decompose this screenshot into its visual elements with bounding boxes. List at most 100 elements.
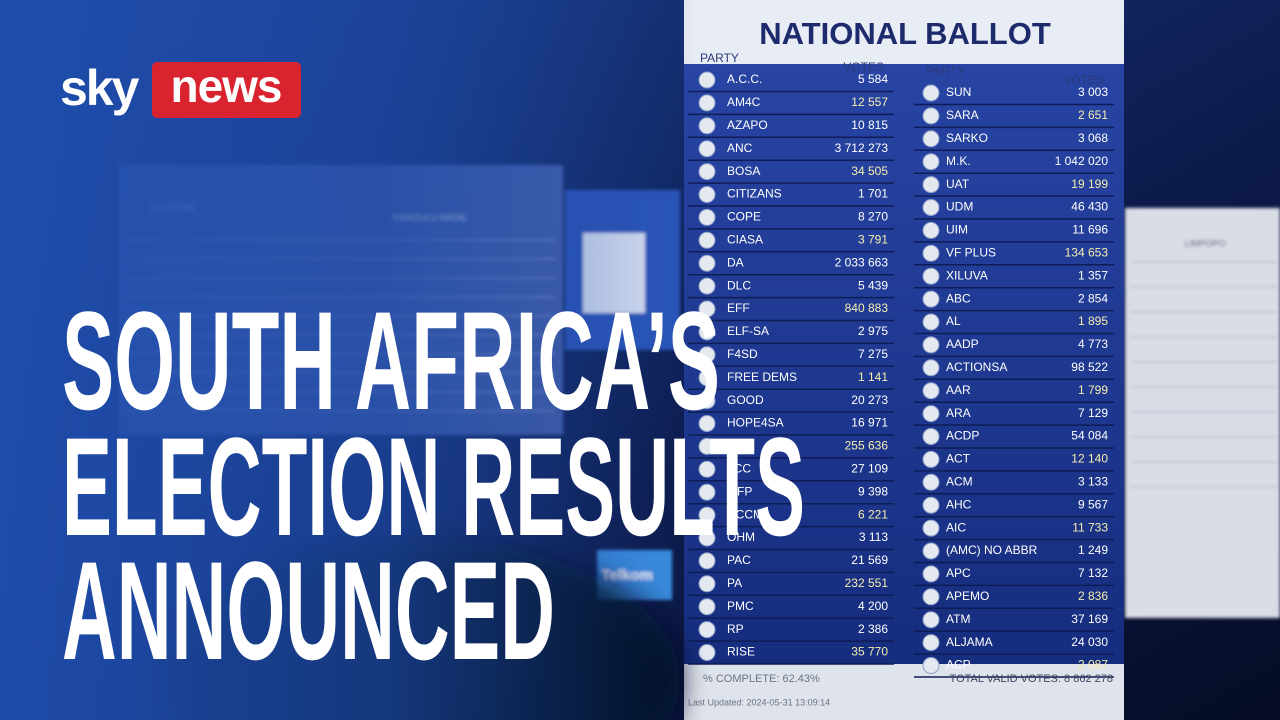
party-name: ACTIONSA	[946, 360, 1007, 374]
votes-header: VOTES	[1063, 73, 1104, 87]
party-icon	[922, 84, 940, 102]
party-name: ACT	[946, 452, 971, 466]
party-name: ABC	[946, 291, 971, 305]
party-icon	[698, 186, 716, 203]
party-name: CITIZANS	[727, 187, 782, 201]
total-votes: TOTAL VALID VOTES: 8 862 278	[950, 673, 1113, 685]
party-icon	[922, 290, 940, 308]
party-votes: 255 636	[845, 439, 889, 453]
percent-complete: % COMPLETE: 62.43%	[703, 673, 820, 685]
party-votes: 3 133	[1078, 474, 1108, 488]
party-votes: 2 033 663	[835, 255, 889, 269]
party-name: UDM	[946, 200, 973, 214]
logo-news: news	[170, 60, 281, 112]
party-icon	[922, 267, 940, 285]
party-votes: 3 113	[859, 530, 888, 544]
board-footer	[684, 664, 1124, 720]
party-icon	[922, 565, 940, 583]
party-name: RP	[727, 622, 744, 636]
party-icon	[922, 199, 940, 216]
party-name: (AMC) NO ABBR	[946, 543, 1038, 557]
party-name: COPE	[727, 210, 761, 224]
party-name: FREE DEMS	[727, 370, 797, 384]
party-icon	[698, 94, 716, 112]
party-icon	[698, 231, 716, 249]
votes-header: VOTES	[843, 60, 884, 74]
party-votes: 7 132	[1078, 566, 1108, 580]
party-icon	[922, 428, 940, 445]
party-icon	[922, 107, 940, 125]
party-name: ACDP	[946, 429, 979, 443]
party-votes: 3 712 273	[835, 141, 889, 155]
party-icon	[922, 221, 940, 239]
board-header	[684, 0, 1124, 64]
party-name: MFP	[727, 484, 752, 498]
party-votes: 134 653	[1065, 245, 1109, 259]
sky-news-logo: sky news	[60, 60, 301, 118]
logo-sky: sky	[60, 60, 140, 116]
party-votes: 11 696	[1072, 223, 1108, 237]
headline-line: ELECTION RESULTS	[62, 408, 805, 565]
national-ballot-board: NATIONAL BALLOT PARTY VOTES A.C.C. 5 584 AM4…	[684, 0, 1124, 720]
party-votes: 9 567	[1078, 497, 1108, 511]
party-name: APEMO	[946, 589, 989, 603]
party-name: APC	[946, 566, 971, 580]
party-name: SARA	[946, 108, 979, 122]
limpopo-board	[1125, 208, 1280, 618]
logo-news-box	[152, 62, 301, 118]
party-votes: 9 398	[858, 484, 888, 498]
party-votes: 3 003	[1078, 85, 1108, 99]
party-votes: 19 199	[1071, 177, 1108, 191]
party-name: AIC	[946, 520, 966, 534]
party-votes: 12 140	[1071, 452, 1108, 466]
party-name: ACM	[946, 474, 973, 488]
party-icon	[922, 588, 940, 606]
party-votes: 2 087	[1078, 658, 1108, 672]
party-name: VF PLUS	[946, 245, 996, 259]
party-name: XILUVA	[946, 268, 988, 282]
party-name: AAR	[946, 383, 971, 397]
party-votes: 3 068	[1078, 131, 1108, 145]
party-votes: 4 200	[858, 599, 888, 613]
party-votes: 10 815	[851, 118, 888, 132]
party-votes: 1 895	[1078, 314, 1108, 328]
party-name: OHM	[727, 530, 755, 544]
party-votes: 8 270	[858, 210, 888, 224]
party-icon	[922, 359, 940, 377]
party-icon	[698, 644, 716, 661]
party-votes: 5 439	[858, 278, 888, 292]
party-name: IFP	[727, 439, 746, 453]
party-icon	[922, 657, 940, 674]
party-icon	[922, 450, 940, 468]
party-name: HOPE4SA	[727, 416, 784, 430]
party-icon	[698, 163, 716, 181]
party-name: AADP	[946, 337, 979, 351]
party-votes: 1 701	[858, 187, 888, 201]
party-icon	[922, 176, 940, 194]
party-name: AZAPO	[727, 118, 768, 132]
party-votes: 2 386	[858, 622, 888, 636]
party-name: ACP	[946, 658, 971, 672]
party-votes: 54 084	[1071, 429, 1108, 443]
party-icon	[698, 71, 716, 89]
party-name: ALJAMA	[946, 635, 993, 649]
party-name: A.C.C.	[727, 72, 762, 86]
party-votes: 21 569	[851, 553, 888, 567]
background-board-label: LIMPOPO	[1184, 238, 1225, 248]
party-votes: 7 129	[1078, 406, 1108, 420]
party-icon	[698, 208, 716, 226]
party-icon	[698, 621, 716, 639]
party-name: ARA	[946, 406, 971, 420]
party-icon	[922, 405, 940, 423]
party-votes: 37 169	[1071, 612, 1108, 626]
party-name: GOOD	[727, 393, 764, 407]
party-name: F4SD	[727, 347, 758, 361]
party-votes: 46 430	[1071, 200, 1108, 214]
party-name: LCC	[727, 461, 751, 475]
party-votes: 16 971	[851, 416, 888, 430]
party-votes: 1 357	[1078, 268, 1108, 282]
party-name: M.K.	[946, 154, 971, 168]
party-name: CIASA	[727, 232, 763, 246]
